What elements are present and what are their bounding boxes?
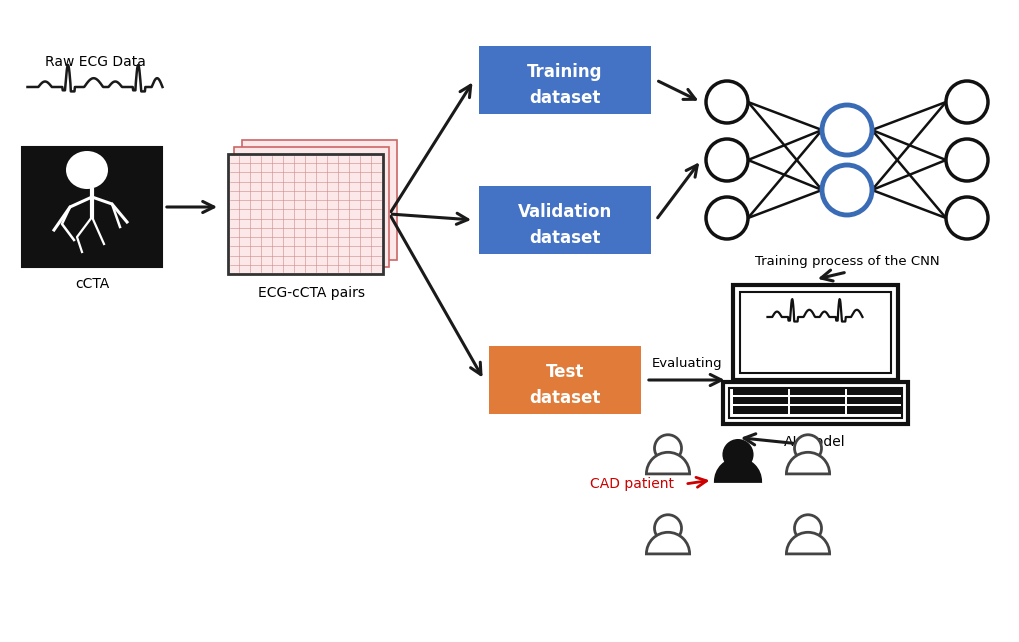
Circle shape [705, 81, 747, 123]
Text: Raw ECG Data: Raw ECG Data [45, 55, 146, 69]
FancyBboxPatch shape [732, 284, 897, 379]
Text: dataset: dataset [529, 389, 600, 407]
FancyBboxPatch shape [739, 291, 890, 372]
FancyBboxPatch shape [479, 186, 650, 254]
Ellipse shape [66, 151, 108, 189]
FancyBboxPatch shape [846, 397, 901, 404]
FancyBboxPatch shape [846, 388, 901, 395]
Circle shape [705, 197, 747, 239]
Wedge shape [714, 459, 760, 482]
Circle shape [821, 165, 871, 215]
FancyBboxPatch shape [242, 140, 396, 260]
FancyBboxPatch shape [789, 397, 844, 404]
FancyBboxPatch shape [732, 388, 787, 395]
FancyBboxPatch shape [789, 406, 844, 413]
FancyBboxPatch shape [488, 346, 640, 414]
FancyBboxPatch shape [721, 381, 907, 424]
FancyBboxPatch shape [22, 147, 162, 267]
Circle shape [945, 81, 987, 123]
Text: CAD patient: CAD patient [589, 477, 674, 491]
Circle shape [654, 515, 681, 542]
Circle shape [705, 139, 747, 181]
Text: dataset: dataset [529, 89, 600, 107]
Circle shape [654, 435, 681, 462]
Text: Validation: Validation [518, 203, 611, 221]
Text: ECG-cCTA pairs: ECG-cCTA pairs [258, 286, 365, 300]
Wedge shape [646, 453, 689, 474]
FancyBboxPatch shape [479, 46, 650, 114]
Wedge shape [786, 532, 828, 554]
FancyBboxPatch shape [846, 406, 901, 413]
Text: Training: Training [527, 63, 602, 81]
Wedge shape [646, 532, 689, 554]
Text: dataset: dataset [529, 229, 600, 247]
Text: cCTA: cCTA [74, 277, 109, 291]
Text: Test: Test [545, 363, 584, 381]
Text: Evaluating: Evaluating [651, 357, 721, 370]
Circle shape [723, 440, 751, 469]
Circle shape [794, 435, 820, 462]
Circle shape [945, 139, 987, 181]
FancyBboxPatch shape [732, 406, 787, 413]
Text: Training process of the CNN: Training process of the CNN [754, 256, 938, 268]
Text: AI-model: AI-model [784, 435, 845, 449]
Circle shape [945, 197, 987, 239]
FancyBboxPatch shape [234, 147, 389, 267]
Wedge shape [786, 453, 828, 474]
FancyBboxPatch shape [789, 388, 844, 395]
FancyBboxPatch shape [728, 388, 901, 417]
FancyBboxPatch shape [732, 397, 787, 404]
FancyBboxPatch shape [227, 154, 382, 274]
Circle shape [794, 515, 820, 542]
Circle shape [821, 105, 871, 155]
